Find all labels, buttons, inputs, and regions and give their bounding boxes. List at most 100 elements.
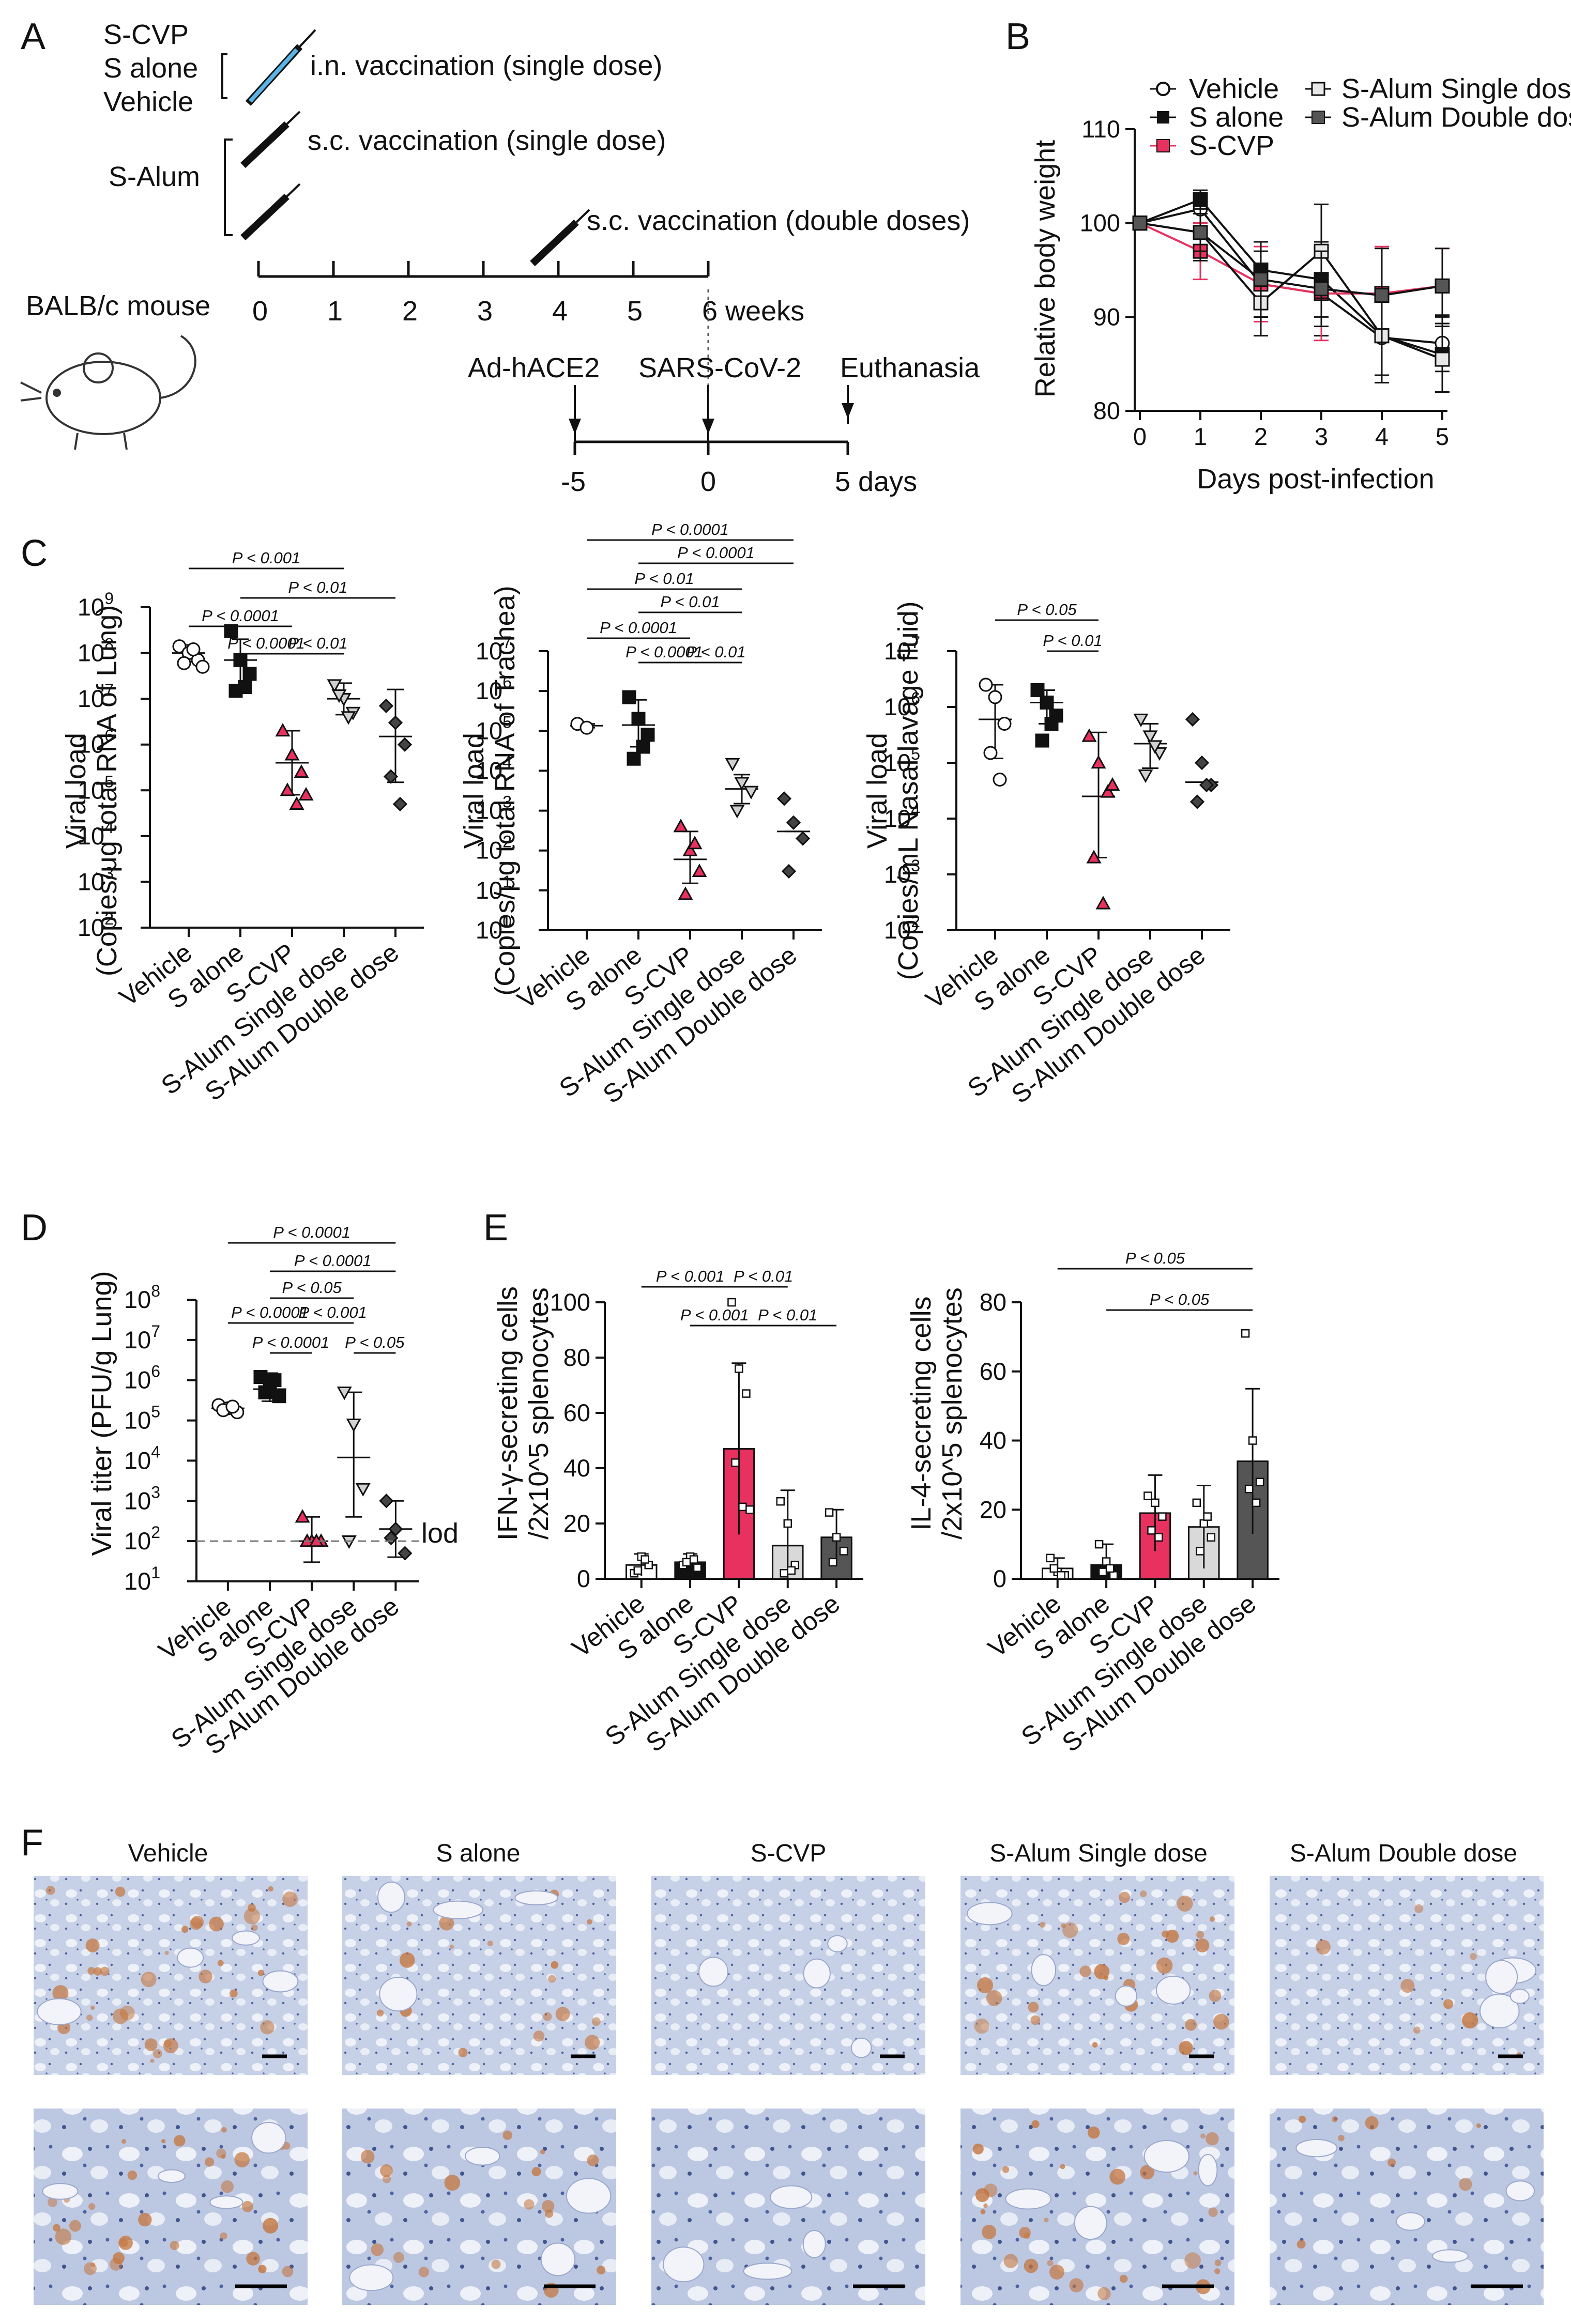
- airspace: [1295, 2139, 1338, 2158]
- ytick-exp: 0: [502, 912, 512, 931]
- ytick-label: 80: [563, 1344, 590, 1371]
- ytick-label: 108: [78, 635, 114, 667]
- ihc-stain: [1062, 1922, 1078, 1938]
- bar-point: [1241, 1329, 1250, 1338]
- ihc-stain: [983, 2203, 988, 2208]
- ihc-stain: [48, 2197, 57, 2207]
- airspace: [827, 1935, 848, 1952]
- data-point: [636, 740, 650, 754]
- ihc-stain: [1003, 2254, 1018, 2268]
- bar-point: [776, 1497, 785, 1506]
- sc-single-label: s.c. vaccination (single dose): [308, 125, 666, 156]
- bar-point: [727, 1298, 736, 1307]
- ihc-stain: [234, 2152, 250, 2167]
- data-point: [172, 639, 187, 654]
- histo-title-alum-single: S-Alum Single dose: [989, 1840, 1208, 1867]
- sig-label: P < 0.0001: [600, 619, 677, 637]
- week-label-2: 2: [402, 296, 418, 327]
- ytick-label: 40: [980, 1427, 1006, 1454]
- day-minus5: -5: [561, 466, 586, 497]
- bar-point: [839, 1547, 848, 1556]
- sig-label: P < 0.0001: [294, 1252, 372, 1270]
- ihc-stain: [1332, 2116, 1338, 2122]
- b-point: [1435, 351, 1450, 367]
- sig-label: P < 0.05: [282, 1279, 342, 1297]
- bar-point: [745, 1505, 754, 1514]
- week-label-1: 1: [327, 296, 343, 327]
- bar-point: [1109, 1571, 1118, 1580]
- b-ytick-label: 100: [1080, 209, 1120, 237]
- ihc-stain: [220, 2232, 227, 2240]
- airspace: [262, 1970, 299, 1993]
- b-xtick-label: 1: [1194, 423, 1207, 450]
- ihc-stain: [587, 2154, 599, 2166]
- data-point: [242, 667, 257, 681]
- b-ytick-label: 110: [1081, 115, 1120, 143]
- ihc-stain: [591, 2017, 601, 2026]
- ytick-label: 0: [993, 1565, 1006, 1592]
- data-point: [1086, 850, 1102, 864]
- panel-e: E IFN-γ-secreting cells /2x10^5 splenocy…: [483, 1207, 1279, 1758]
- airspace: [232, 1930, 260, 1946]
- b-xtick-label: 0: [1133, 423, 1147, 450]
- bar-point: [825, 1508, 834, 1517]
- ihc-stain: [1316, 1940, 1331, 1955]
- data-point: [795, 831, 811, 846]
- data-point: [1189, 794, 1205, 809]
- lod-label: lod: [421, 1518, 459, 1549]
- ytick-exp: 4: [104, 818, 114, 837]
- airspace: [514, 1890, 558, 1905]
- data-point: [1100, 784, 1116, 798]
- ihc-stain: [86, 2014, 93, 2021]
- in-vaccination-label: i.n. vaccination (single dose): [310, 50, 662, 81]
- data-point: [983, 746, 998, 760]
- b-ytick-label: 80: [1093, 397, 1120, 424]
- bracket-alum: [224, 138, 233, 236]
- ihc-stain: [189, 1917, 203, 1930]
- arrow-ad-hace2: [569, 385, 581, 442]
- ytick-label: 103: [884, 856, 920, 888]
- e-ifn-ylabel-2: /2x10^5 splenocytes: [523, 1287, 554, 1540]
- ihc-stain: [1087, 2126, 1100, 2139]
- ihc-stain: [153, 2049, 162, 2058]
- ihc-stain: [1413, 2026, 1421, 2034]
- airspace: [464, 2146, 500, 2166]
- ihc-stain: [199, 1969, 212, 1983]
- c-lung-ylabel-2: (Copies/μg total RNA of Lung): [91, 605, 123, 976]
- ytick-exp: 9: [104, 589, 114, 608]
- ihc-stain: [974, 2018, 989, 2034]
- bar-point: [783, 1519, 792, 1528]
- ytick-exp: 6: [502, 673, 512, 691]
- ihc-stain: [53, 2224, 60, 2232]
- b-point: [1132, 216, 1148, 231]
- ihc-stain: [118, 2236, 133, 2250]
- ytick-label: 60: [980, 1358, 1006, 1385]
- data-point: [295, 1509, 310, 1523]
- panel-f-label: F: [21, 1822, 43, 1864]
- airspace: [433, 1900, 484, 1919]
- bar-point: [1207, 1533, 1216, 1542]
- data-point: [997, 717, 1012, 731]
- ihc-stain: [204, 2157, 215, 2167]
- syringe-sc-single-icon: [240, 111, 301, 168]
- histology-grid: [34, 1876, 1544, 2305]
- ihc-stain: [975, 2188, 989, 2202]
- sig-label: P < 0.01: [758, 1306, 817, 1324]
- ihc-stain: [141, 1972, 157, 1988]
- bar-point: [633, 1566, 643, 1575]
- ihc-stain: [1049, 2264, 1064, 2280]
- c-trachea-ylabel-2: (Copies/μg total RNA of Trachea): [490, 586, 521, 995]
- b-xtick-label: 5: [1436, 423, 1449, 450]
- ihc-stain: [1209, 1990, 1222, 2002]
- ihc-stain: [540, 2149, 545, 2154]
- ihc-stain: [1195, 1938, 1210, 1952]
- c-nasal-ylabel-1: Viral load: [862, 733, 893, 849]
- data-point: [692, 863, 707, 878]
- bar-point: [1057, 1571, 1066, 1580]
- ihc-stain: [542, 2199, 555, 2213]
- panel-a-label: A: [21, 16, 45, 57]
- panel-b-label: B: [1005, 16, 1030, 57]
- bar-point: [1143, 1491, 1152, 1500]
- ihc-stain: [221, 2154, 226, 2159]
- ihc-stain: [1209, 1916, 1215, 1922]
